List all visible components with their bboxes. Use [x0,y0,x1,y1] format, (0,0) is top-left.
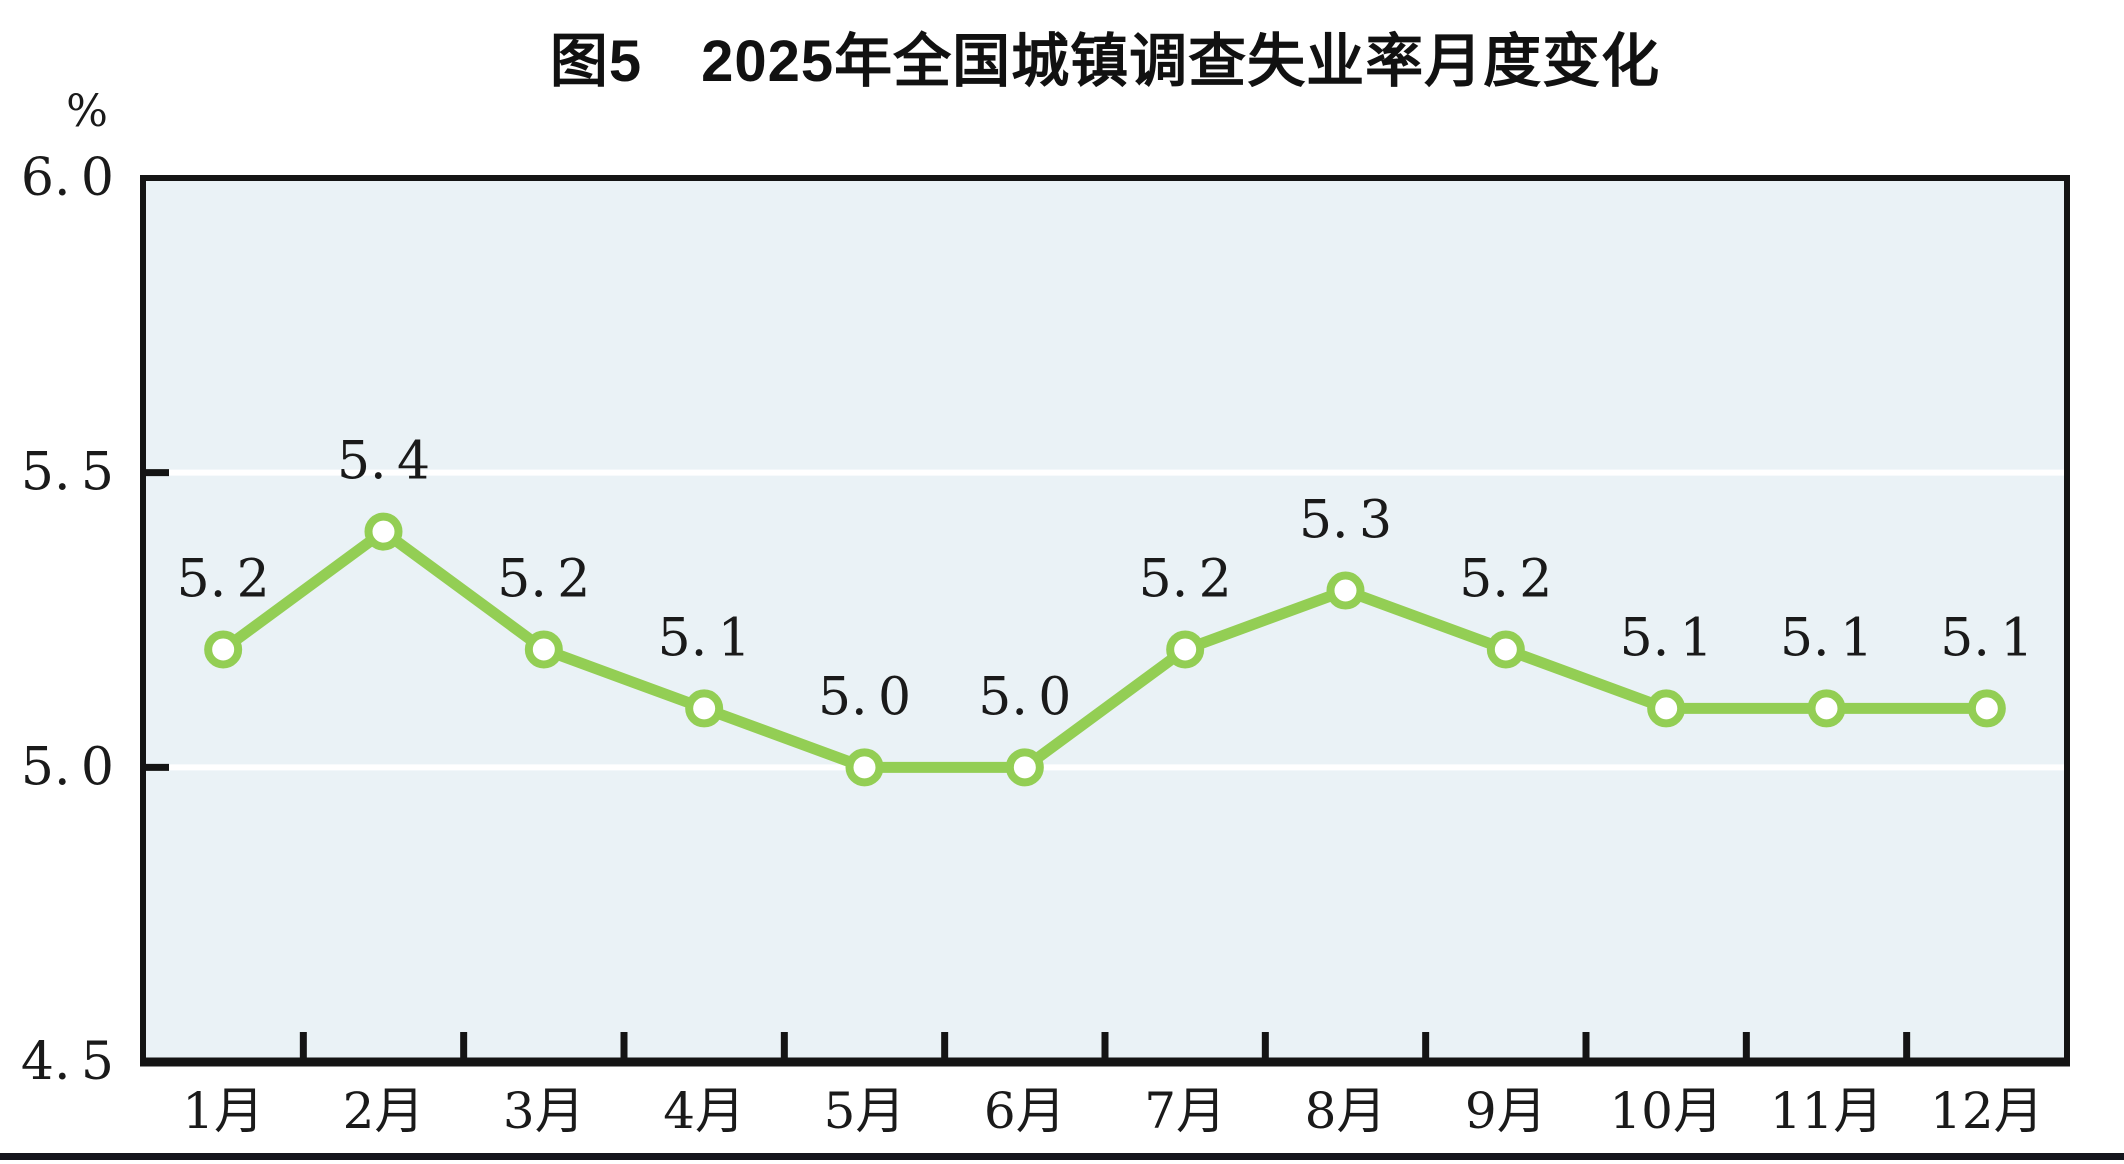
x-tick-label: 2月 [343,1082,425,1140]
data-point-label: 5. 1 [1780,608,1873,668]
x-tick-label: 5月 [824,1082,906,1140]
y-tick-label: 6. 0 [21,148,114,208]
y-axis-unit-label: % [66,86,108,137]
data-point-marker [1967,689,2006,728]
chart-title: 图5 2025年全国城镇调查失业率月度变化 [549,29,1661,94]
data-point-label: 5. 1 [1940,608,2033,668]
x-tick-label: 3月 [503,1082,585,1140]
x-tick-label: 1月 [182,1082,264,1140]
data-point-label: 5. 0 [818,667,911,727]
data-point-marker [845,748,884,787]
page-divider-rule [0,1153,2124,1160]
data-point-label: 5. 0 [978,667,1071,727]
data-point-marker [1647,689,1686,728]
x-tick-label: 9月 [1465,1082,1547,1140]
y-tick-label: 5. 5 [21,443,114,503]
data-point-label: 5. 2 [1459,549,1552,609]
data-point-label: 5. 3 [1299,491,1392,551]
data-point-marker [524,630,563,669]
plot-area-background [143,178,2067,1062]
data-point-marker [1326,571,1365,610]
x-tick-label: 6月 [984,1082,1066,1140]
data-point-label: 5. 4 [337,432,430,492]
data-point-label: 5. 2 [177,549,270,609]
x-tick-label: 12月 [1930,1082,2044,1140]
data-point-marker [1005,748,1044,787]
x-tick-label: 4月 [663,1082,745,1140]
data-point-marker [364,512,403,551]
data-point-marker [685,689,724,728]
data-point-label: 5. 2 [1139,549,1232,609]
data-point-marker [1486,630,1525,669]
x-tick-label: 11月 [1770,1082,1884,1140]
data-point-label: 5. 1 [1620,608,1713,668]
x-tick-label: 10月 [1609,1082,1723,1140]
data-point-marker [1807,689,1846,728]
x-tick-label: 8月 [1305,1082,1387,1140]
x-tick-label: 7月 [1144,1082,1226,1140]
data-line [217,526,1993,773]
data-point-label: 5. 2 [497,549,590,609]
data-point-label: 5. 1 [658,608,751,668]
y-tick-label: 4. 5 [21,1032,114,1092]
y-tick-label: 5. 0 [21,737,114,797]
data-point-marker [1166,630,1205,669]
data-point-marker [204,630,243,669]
